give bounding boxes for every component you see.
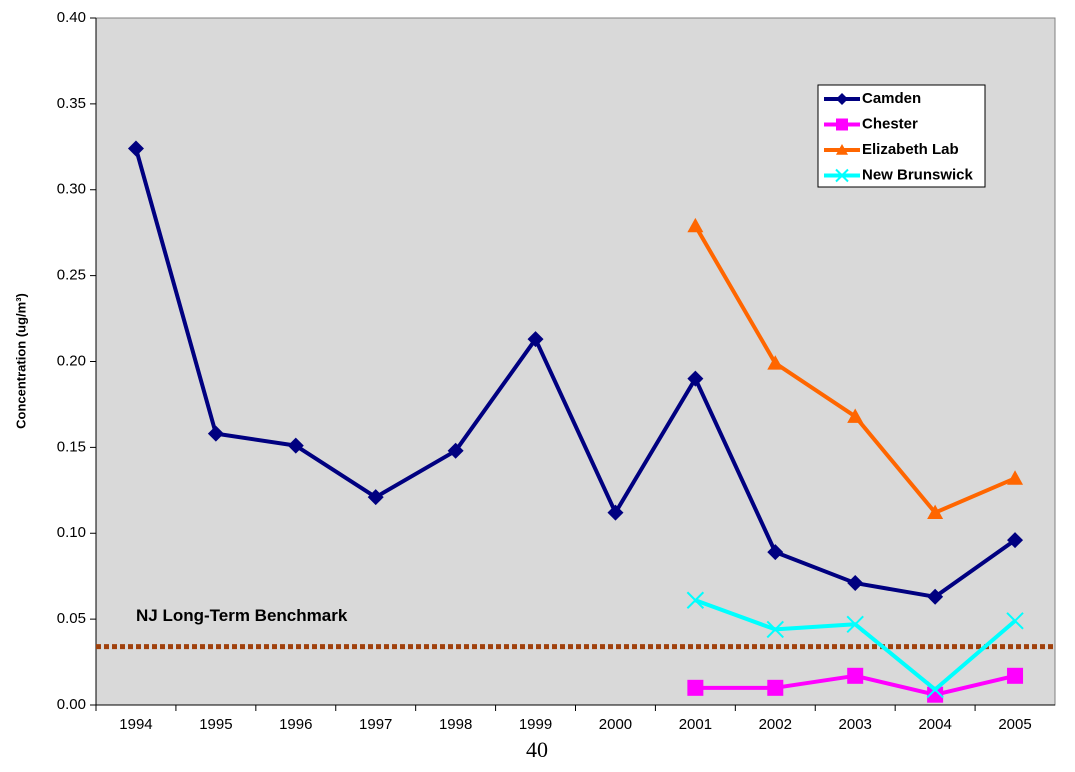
marker (1006, 612, 1024, 630)
marker (927, 504, 944, 520)
benchmark-label: NJ Long-Term Benchmark (136, 606, 348, 625)
marker (847, 575, 864, 592)
x-tick-label: 2000 (599, 716, 632, 733)
y-axis-label: Concentration (ug/m³) (13, 293, 28, 429)
series-line (134, 147, 1017, 599)
marker (687, 679, 704, 696)
page-number: 40 (526, 737, 548, 762)
legend-label: Camden (862, 90, 921, 107)
marker (836, 144, 848, 155)
marker (767, 355, 784, 370)
legend-label: Chester (862, 115, 918, 132)
marker (527, 331, 544, 348)
legend-label: Elizabeth Lab (862, 141, 959, 158)
x-tick-label: 1994 (119, 716, 152, 733)
marker (686, 591, 705, 609)
marker (766, 620, 784, 639)
marker (1007, 532, 1024, 549)
marker (767, 544, 784, 561)
y-tick-label: 0.25 (57, 267, 86, 284)
legend-label: New Brunswick (862, 166, 974, 183)
x-tick-label: 1998 (439, 716, 472, 733)
y-tick-label: 0.15 (57, 438, 86, 455)
marker (1007, 470, 1024, 485)
x-tick-label: 2004 (918, 716, 951, 733)
marker (687, 217, 704, 233)
y-tick-label: 0.05 (57, 610, 86, 627)
x-tick-label: 2001 (679, 716, 712, 733)
marker (846, 615, 864, 633)
marker (127, 140, 144, 157)
x-tick-label: 1999 (519, 716, 552, 733)
marker (1007, 667, 1024, 684)
x-tick-label: 2003 (839, 716, 872, 733)
marker (836, 118, 848, 131)
marker (835, 168, 849, 183)
y-tick-label: 0.35 (57, 95, 86, 112)
x-tick-label: 1995 (199, 716, 232, 733)
marker (926, 680, 944, 699)
marker (847, 667, 864, 684)
legend-box (817, 84, 986, 188)
x-tick-label: 1996 (279, 716, 312, 733)
marker (836, 93, 848, 105)
marker (207, 425, 224, 442)
y-tick-label: 0.40 (57, 9, 86, 26)
marker (367, 489, 384, 506)
marker (767, 679, 784, 696)
y-tick-label: 0.20 (57, 352, 86, 369)
marker (607, 504, 624, 521)
marker (287, 437, 304, 454)
y-tick-label: 0.10 (57, 524, 86, 541)
marker (447, 442, 464, 459)
y-tick-label: 0.30 (57, 181, 86, 198)
marker (927, 686, 944, 703)
x-tick-label: 1997 (359, 716, 392, 733)
y-tick-label: 0.00 (57, 696, 86, 713)
marker (687, 370, 704, 387)
x-tick-label: 2002 (759, 716, 792, 733)
marker (847, 408, 864, 423)
marker (927, 588, 944, 605)
x-tick-label: 2005 (998, 716, 1031, 733)
